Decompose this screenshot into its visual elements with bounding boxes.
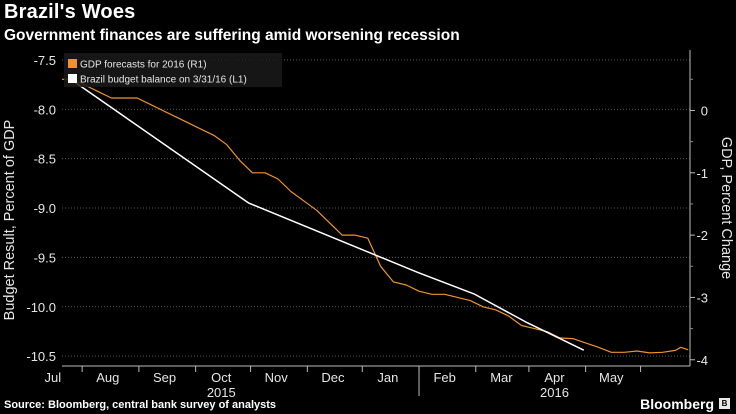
legend-label: GDP forecasts for 2016 (R1) <box>80 60 207 71</box>
x-year-label: 2016 <box>540 385 569 400</box>
y-left-tick-label: -10.5 <box>26 349 56 364</box>
x-tick-label: Aug <box>96 370 119 385</box>
x-tick-label: May <box>599 370 624 385</box>
y-right-tick-label: -3 <box>696 290 708 305</box>
y-left-tick-label: -9.0 <box>34 201 56 216</box>
x-tick-label: Jul <box>45 370 62 385</box>
axes: -7.5 -8.0 -8.5 -9.0 -9.5 -10.0 -10.5 0 -1 -2 -3 -4 J… <box>2 50 734 400</box>
grid-lines <box>62 59 690 357</box>
budget-balance-line <box>70 78 585 351</box>
x-tick-label: Apr <box>544 370 565 385</box>
legend: GDP forecasts for 2016 (R1) Brazil budget… <box>64 53 282 87</box>
y-right-tick-label: 0 <box>701 103 708 118</box>
brand-logo: Bloomberg <box>640 396 714 412</box>
bloomberg-icon: B <box>719 398 730 409</box>
x-tick-label: Jan <box>377 370 398 385</box>
x-tick-label: Dec <box>321 370 345 385</box>
legend-box <box>64 53 282 87</box>
y-right-tick-label: -1 <box>696 166 708 181</box>
x-year-label: 2015 <box>207 385 236 400</box>
legend-swatch <box>68 59 77 68</box>
y-left-tick-label: -8.5 <box>34 152 56 167</box>
x-tick-label: Feb <box>433 370 455 385</box>
y-right-tick-label: -2 <box>696 228 708 243</box>
x-tick-label: Oct <box>211 370 232 385</box>
chart-subtitle: Government finances are suffering amid w… <box>4 27 460 44</box>
y-left-tick-label: -7.5 <box>34 53 56 68</box>
x-tick-label: Mar <box>490 370 513 385</box>
y-right-tick-label: -4 <box>696 353 708 368</box>
y-left-axis-label: Budget Result, Percent of GDP <box>2 120 18 321</box>
gdp-forecast-line <box>62 78 689 354</box>
y-right-axis-label: GDP, Percent Change <box>718 137 734 279</box>
y-left-tick-label: -8.0 <box>34 102 56 117</box>
y-left-tick-label: -9.5 <box>34 250 56 265</box>
legend-swatch <box>68 74 77 83</box>
series-lines <box>62 78 689 354</box>
x-tick-label: Sep <box>153 370 176 385</box>
legend-label: Brazil budget balance on 3/31/16 (L1) <box>80 75 247 86</box>
source-note: Source: Bloomberg, central bank survey o… <box>4 399 277 411</box>
x-tick-label: Nov <box>265 370 289 385</box>
y-left-tick-label: -10.0 <box>26 300 56 315</box>
chart-title: Brazil's Woes <box>4 1 136 23</box>
